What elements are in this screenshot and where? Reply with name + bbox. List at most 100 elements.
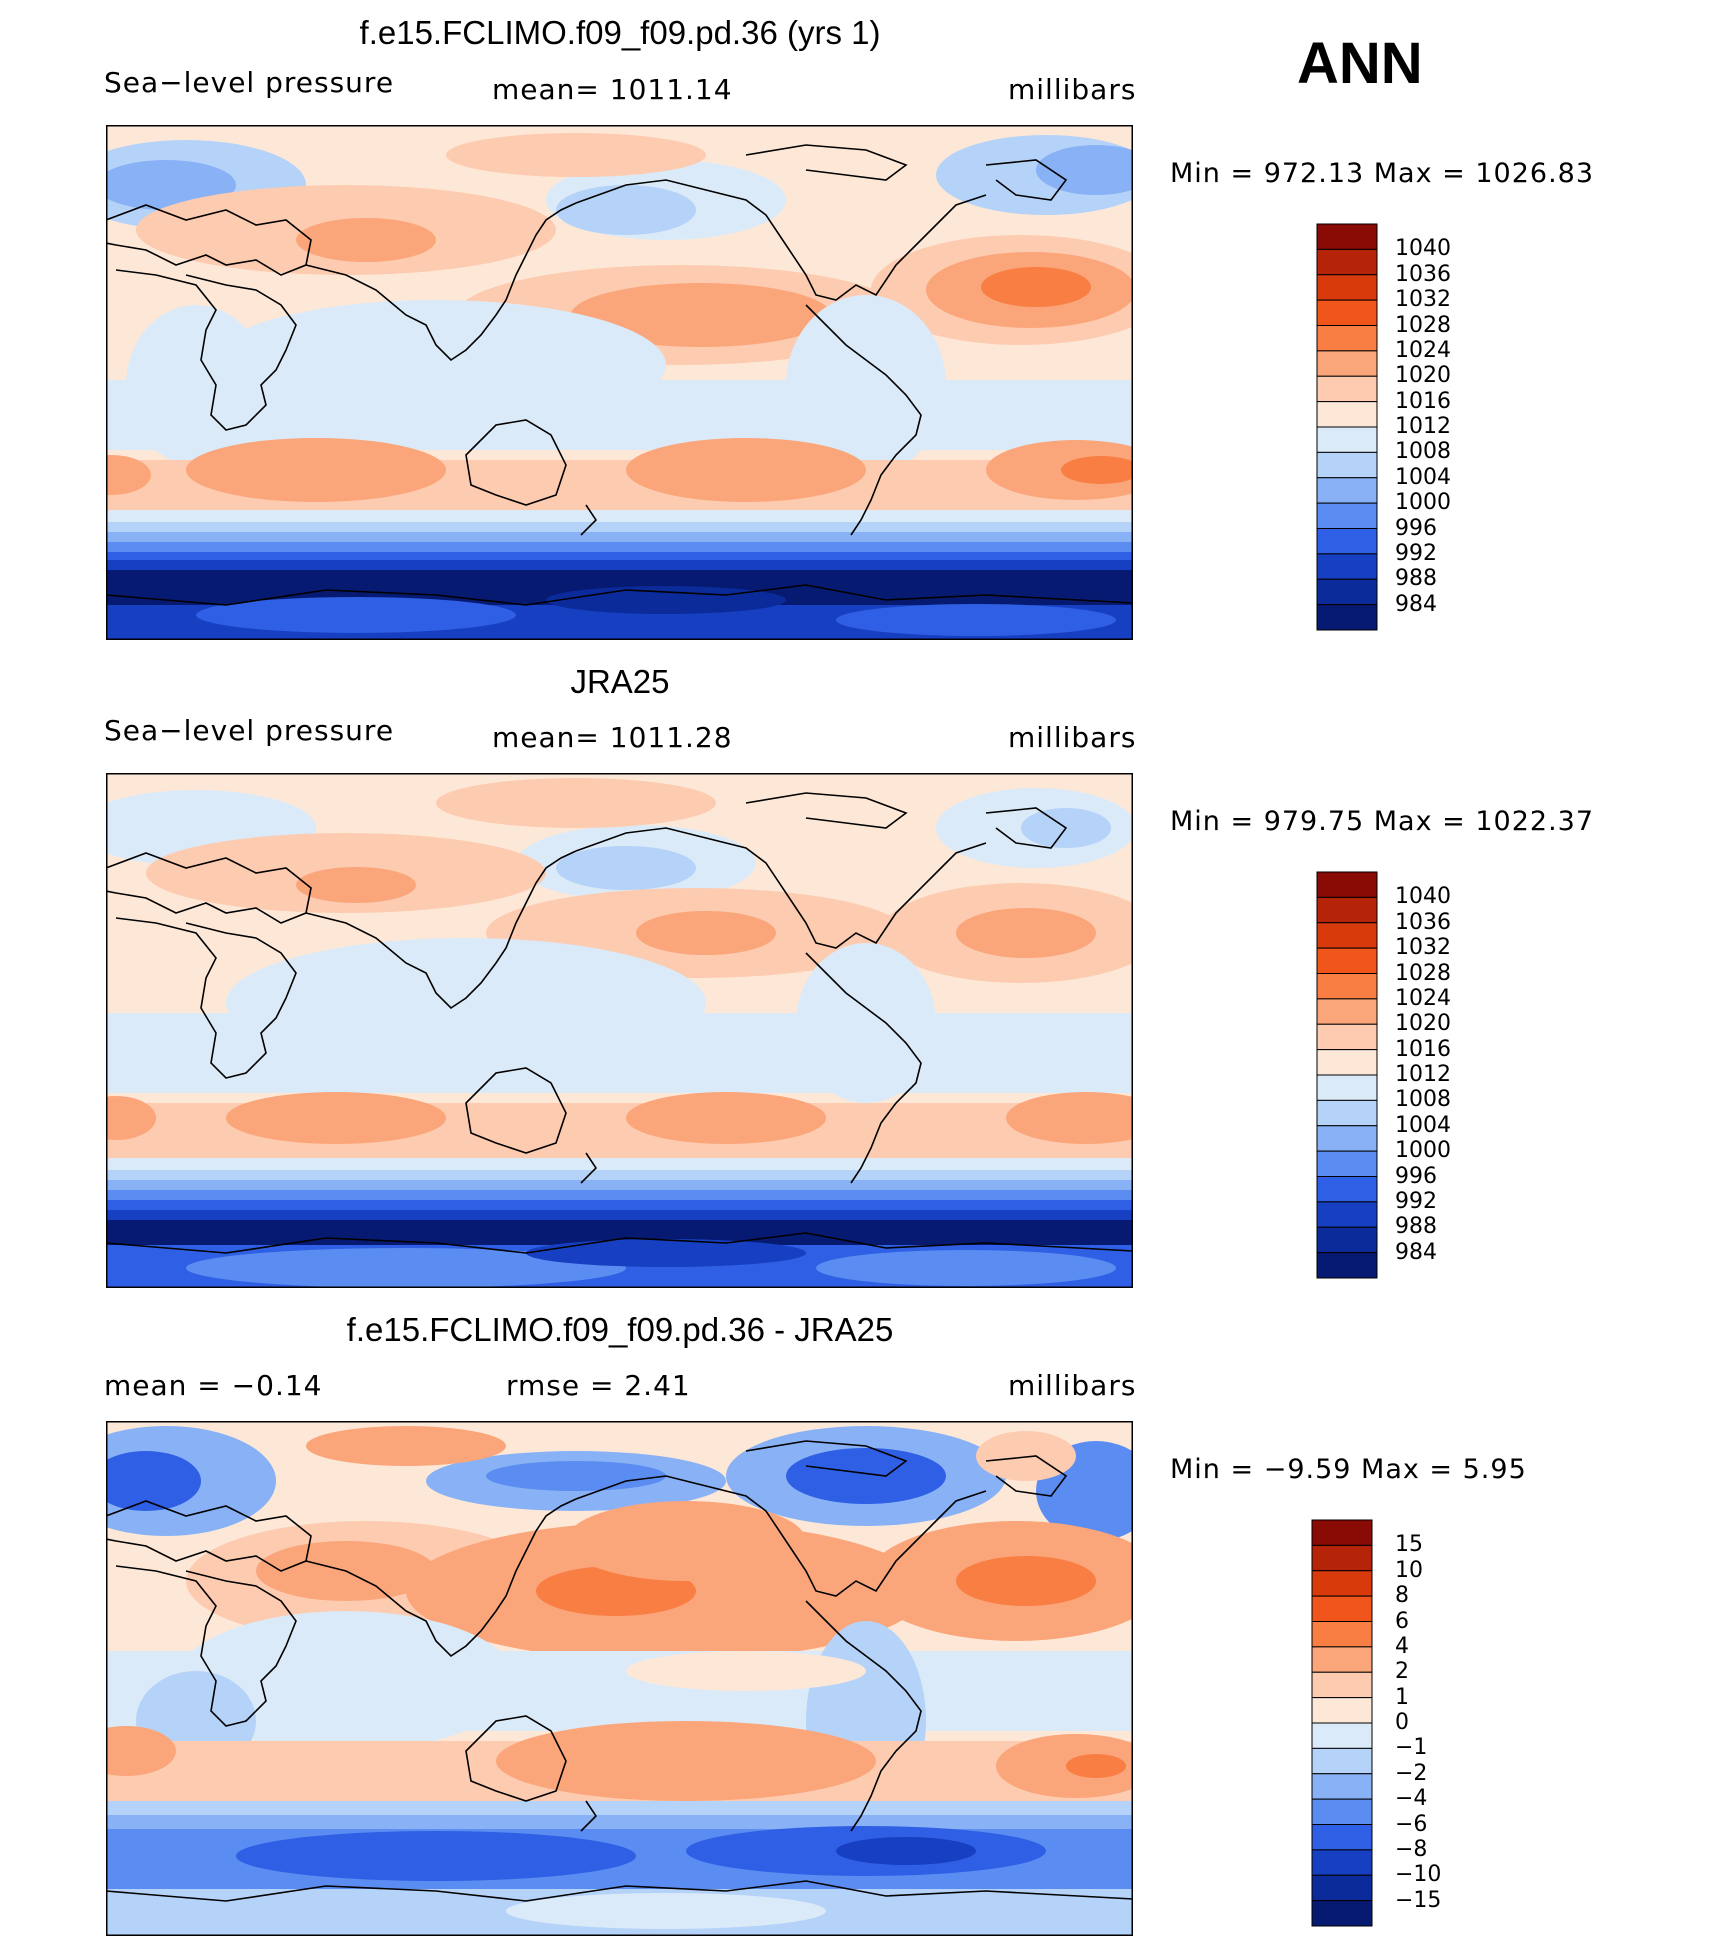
colorbar-tick-label: 1036 [1395, 909, 1451, 935]
colorbar-tick-label: 15 [1395, 1532, 1423, 1558]
colorbar-tick-label: 988 [1395, 566, 1437, 592]
panel-3-title: f.e15.FCLIMO.f09_f09.pd.36 - JRA25 [346, 1311, 894, 1348]
colorbar-tick-label: 1016 [1395, 1036, 1451, 1062]
colorbar-swatch [1316, 477, 1378, 504]
panel-1-title: f.e15.FCLIMO.f09_f09.pd.36 (yrs 1) [359, 14, 881, 51]
panel-2-title: JRA25 [570, 663, 670, 700]
colorbar-tick-label: 1032 [1395, 935, 1451, 961]
colorbar-tick-label: −1 [1395, 1735, 1428, 1761]
colorbar-swatch [1316, 1252, 1378, 1279]
colorbar-tick-label: 1000 [1395, 490, 1451, 516]
colorbar-tick-label: 996 [1395, 515, 1437, 541]
colorbar-tick-label: 984 [1395, 1239, 1437, 1265]
colorbar-tick-label: 4 [1395, 1633, 1409, 1659]
colorbar-swatch [1311, 1595, 1373, 1622]
colorbar-tick-label: 8 [1395, 1583, 1409, 1609]
colorbar-swatch [1316, 248, 1378, 276]
colorbar-swatch [1311, 1900, 1373, 1927]
colorbar-swatch [1316, 325, 1378, 352]
colorbar-swatch [1316, 1176, 1378, 1203]
colorbar-tick-label: 1012 [1395, 1062, 1451, 1087]
panel-2-mean-label: mean= 1011.28 [492, 721, 733, 754]
panel-1-units-label: millibars [1008, 73, 1137, 106]
colorbar-tick-label: 1000 [1395, 1138, 1451, 1164]
colorbar-tick-label: 1024 [1395, 985, 1451, 1011]
colorbar-tick-label: 996 [1395, 1163, 1437, 1189]
colorbar-tick-label: 2 [1395, 1659, 1409, 1685]
colorbar-swatch [1316, 1125, 1378, 1152]
colorbar-swatch [1316, 426, 1378, 453]
colorbar-swatch [1316, 223, 1378, 250]
colorbar-tick-label: 1008 [1395, 1087, 1451, 1113]
panel-3-minmax: Min = −9.59 Max = 5.95 [1170, 1454, 1527, 1485]
colorbar-swatch [1316, 299, 1378, 326]
panel-3-map [106, 1421, 1133, 1936]
colorbar-swatch [1311, 1697, 1373, 1724]
colorbar-tick-label: 1008 [1395, 439, 1451, 465]
colorbar-swatch [1316, 1049, 1378, 1076]
colorbar-swatch [1316, 350, 1378, 377]
colorbar-swatch [1316, 528, 1378, 555]
colorbar-tick-label: −2 [1395, 1760, 1428, 1786]
colorbar-swatch [1316, 871, 1378, 898]
colorbar-swatch [1316, 973, 1378, 1000]
panel-1-map [106, 125, 1133, 640]
colorbar-tick-label: 1020 [1395, 1011, 1451, 1037]
colorbar-tick-label: 1028 [1395, 312, 1451, 338]
season-label: ANN [1297, 31, 1423, 96]
colorbar-tick-label: −6 [1395, 1811, 1428, 1837]
colorbar-swatch [1316, 1150, 1378, 1177]
colorbar-tick-label: 1024 [1395, 337, 1451, 363]
colorbar-tick-label: 1004 [1395, 1112, 1451, 1138]
colorbar-swatch [1311, 1773, 1373, 1800]
colorbar-swatch [1316, 1023, 1378, 1051]
colorbar-tick-label: 1020 [1395, 363, 1451, 389]
colorbar-swatch [1311, 1544, 1373, 1572]
colorbar-tick-label: 984 [1395, 591, 1437, 617]
colorbar-tick-label: 1004 [1395, 464, 1451, 490]
colorbar-tick-label: 0 [1395, 1710, 1409, 1735]
panel-2-variable-label: Sea−level pressure [104, 714, 395, 747]
colorbar-swatch [1316, 502, 1378, 529]
panel-1-mean-label: mean= 1011.14 [492, 73, 733, 106]
colorbar-tick-label: 988 [1395, 1214, 1437, 1240]
colorbar-swatch [1316, 947, 1378, 974]
colorbar-swatch [1311, 1874, 1373, 1902]
colorbar-swatch [1316, 1201, 1378, 1228]
colorbar-swatch [1311, 1570, 1373, 1597]
colorbar-swatch [1316, 1099, 1378, 1127]
colorbar-swatch [1311, 1722, 1373, 1749]
colorbar-tick-label: −8 [1395, 1836, 1428, 1862]
colorbar-swatch [1316, 451, 1378, 479]
colorbar-swatch [1311, 1671, 1373, 1699]
colorbar-tick-label: 992 [1395, 1188, 1437, 1214]
colorbar-swatch [1311, 1798, 1373, 1825]
colorbar-swatch [1316, 604, 1378, 631]
colorbar-swatch [1311, 1824, 1373, 1851]
colorbar-swatch [1316, 896, 1378, 924]
colorbar-tick-label: 10 [1395, 1557, 1423, 1583]
colorbar-swatch [1316, 578, 1378, 606]
panel-3-rmse-label: rmse = 2.41 [506, 1369, 691, 1402]
colorbar-swatch [1316, 998, 1378, 1025]
colorbar-swatch [1311, 1519, 1373, 1546]
colorbar-swatch [1316, 1226, 1378, 1254]
colorbar-tick-label: 6 [1395, 1608, 1409, 1634]
colorbar-swatch [1311, 1621, 1373, 1648]
colorbar-tick-label: 1012 [1395, 414, 1451, 439]
panel-2-map [106, 773, 1133, 1288]
panel-3-colorbar [1311, 1519, 1373, 1927]
colorbar-tick-label: 1028 [1395, 960, 1451, 986]
colorbar-swatch [1316, 922, 1378, 949]
colorbar-tick-label: 1040 [1395, 884, 1451, 910]
colorbar-swatch [1311, 1646, 1373, 1673]
panel-3-mean-label: mean = −0.14 [104, 1369, 323, 1402]
colorbar-swatch [1316, 1074, 1378, 1101]
panel-1-minmax: Min = 972.13 Max = 1026.83 [1170, 158, 1595, 189]
colorbar-tick-label: 1036 [1395, 261, 1451, 287]
colorbar-tick-label: −4 [1395, 1786, 1428, 1812]
colorbar-swatch [1311, 1747, 1373, 1775]
panel-2-minmax: Min = 979.75 Max = 1022.37 [1170, 806, 1595, 837]
colorbar-swatch [1316, 274, 1378, 301]
colorbar-swatch [1316, 375, 1378, 403]
